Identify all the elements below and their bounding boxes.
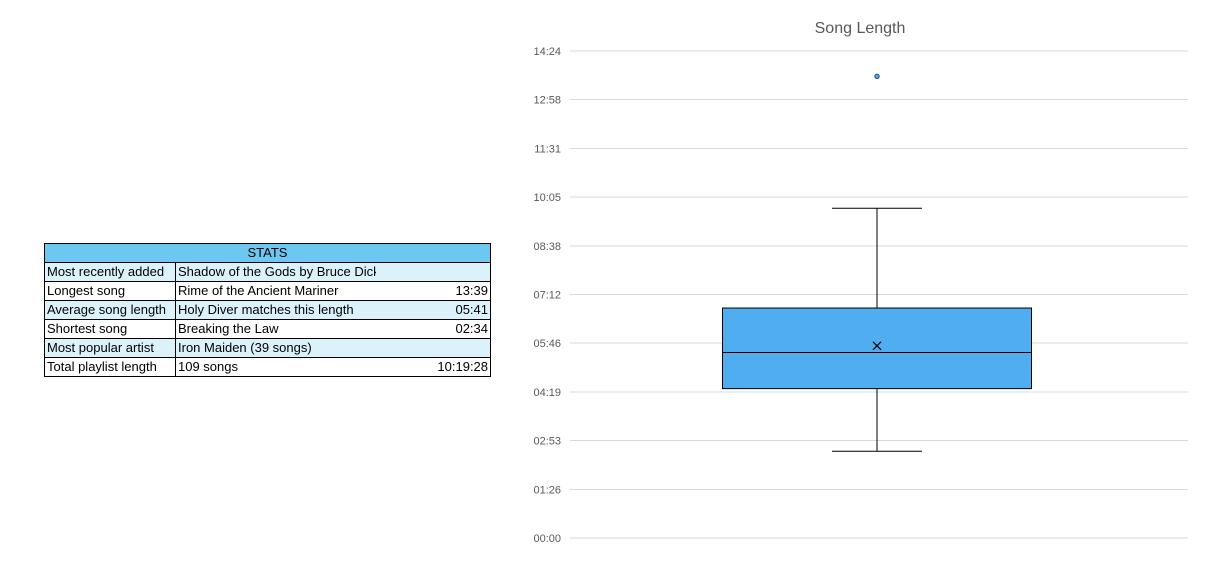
- interquartile-box: [722, 307, 1032, 390]
- stats-header: STATS: [43, 243, 492, 263]
- y-tick-label: 05:46: [533, 338, 561, 350]
- y-tick-label: 08:38: [533, 241, 561, 253]
- row-value: 109 songs: [175, 357, 376, 377]
- table-row: Longest song Rime of the Ancient Mariner…: [44, 281, 492, 301]
- row-value: Rime of the Ancient Mariner: [175, 281, 376, 301]
- row-label: Most recently added: [44, 262, 176, 282]
- table-row: Total playlist length 109 songs 10:19:28: [44, 357, 492, 377]
- row-label: Longest song: [44, 281, 176, 301]
- table-row: Most popular artist Iron Maiden (39 song…: [44, 338, 492, 358]
- y-tick-label: 10:05: [533, 192, 561, 204]
- row-label: Total playlist length: [44, 357, 176, 377]
- chart-title: Song Length: [815, 20, 906, 37]
- row-value: Iron Maiden (39 songs): [175, 338, 376, 358]
- stats-header-row: STATS: [43, 243, 492, 263]
- gridlines: [570, 50, 1188, 539]
- y-tick-label: 07:12: [533, 290, 561, 302]
- y-tick-label: 01:26: [533, 485, 561, 497]
- row-number: 05:41: [375, 300, 492, 320]
- box-plot: [722, 73, 1032, 452]
- y-tick-label: 14:24: [533, 46, 561, 58]
- y-axis-ticks: 00:00 01:26 02:53 04:19 05:46 07:12 08:38 10:05…: [533, 46, 561, 545]
- y-tick-label: 11:31: [534, 144, 561, 156]
- outlier-point: [874, 73, 880, 80]
- row-number: [375, 338, 492, 358]
- y-tick-label: 04:19: [533, 387, 561, 399]
- y-tick-label: 00:00: [533, 533, 561, 545]
- y-tick-label: 02:53: [533, 435, 561, 447]
- row-value: Shadow of the Gods by Bruce Dickinson: [175, 262, 376, 282]
- mean-marker: [872, 341, 882, 351]
- y-tick-label: 12:58: [533, 94, 561, 106]
- row-number: 10:19:28: [375, 357, 492, 377]
- row-label: Most popular artist: [44, 338, 176, 358]
- table-row: Most recently added Shadow of the Gods b…: [44, 262, 492, 282]
- table-row: Shortest song Breaking the Law 02:34: [44, 319, 492, 339]
- stats-table: STATS Most recently added Shadow of the …: [43, 243, 492, 377]
